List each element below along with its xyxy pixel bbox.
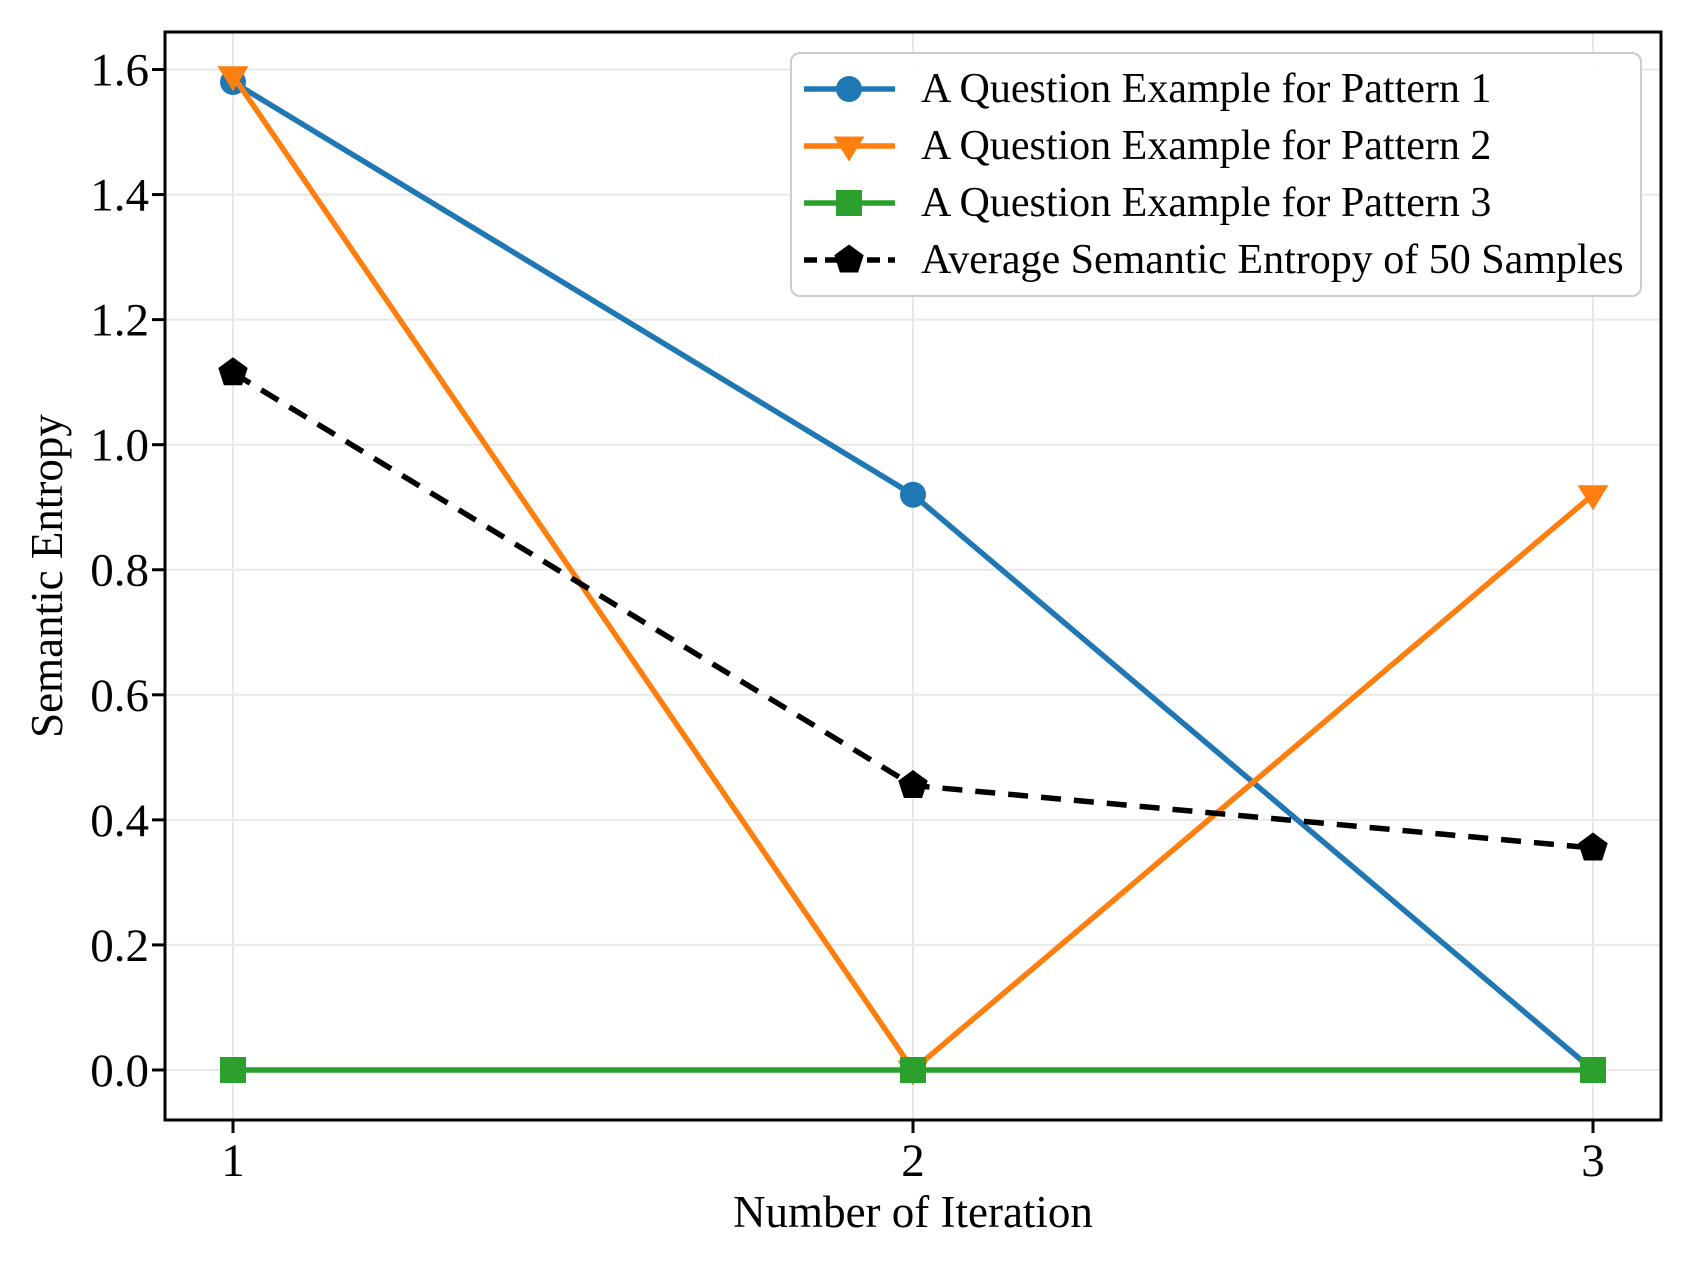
legend-item-label: Average Semantic Entropy of 50 Samples [921,237,1624,284]
circle-marker-icon [836,75,862,102]
legend-item: Average Semantic Entropy of 50 Samples [802,232,1640,288]
y-tick-label: 1.0 [90,420,149,472]
legend-item: A Question Example for Pattern 3 [802,175,1640,231]
y-tick-label: 0.2 [90,920,149,972]
legend-item: A Question Example for Pattern 1 [802,61,1640,117]
legend-item-label: A Question Example for Pattern 1 [921,65,1492,112]
y-tick-label: 0.0 [90,1045,149,1097]
axis-ticks: 1 2 3 0.0 0.2 0.4 0.6 0.8 1.0 1.2 1.4 1.6 [90,45,1605,1187]
triangle-down-marker-icon [217,66,249,92]
legend: A Question Example for Pattern 1 A Quest… [790,52,1642,297]
legend-marker-circle-icon [804,75,895,102]
pentagon-marker-icon [898,770,928,798]
square-marker-icon [1580,1056,1606,1083]
legend-item-label: A Question Example for Pattern 2 [921,122,1492,169]
legend-item: A Question Example for Pattern 2 [802,118,1640,174]
triangle-down-marker-icon [833,136,865,162]
x-tick-label: 3 [1581,1135,1605,1187]
y-tick-label: 1.4 [90,170,149,222]
legend-item-label: A Question Example for Pattern 3 [921,180,1492,227]
triangle-down-marker-icon [1577,485,1609,511]
legend-marker-square-icon [804,190,895,217]
pentagon-marker-icon [218,357,248,386]
legend-marker-pentagon-icon [804,244,895,273]
square-marker-icon [900,1056,926,1083]
pentagon-marker-icon [1578,832,1608,861]
square-marker-icon [836,190,862,217]
square-marker-icon [220,1056,246,1083]
legend-marker-triangle-down-icon [804,136,895,162]
y-tick-label: 1.2 [90,295,149,347]
y-tick-label: 0.4 [90,795,149,847]
x-axis-title: Number of Iteration [733,1187,1093,1237]
pentagon-marker-icon [834,244,864,273]
x-tick-label: 2 [901,1135,925,1187]
y-tick-label: 1.6 [90,45,149,97]
y-tick-label: 0.8 [90,545,149,597]
y-tick-label: 0.6 [90,670,149,722]
series-3 [218,357,1608,861]
series-2 [220,1056,1606,1083]
y-axis-title: Semantic Entropy [22,414,72,738]
circle-marker-icon [900,481,926,508]
x-tick-label: 1 [221,1135,245,1187]
